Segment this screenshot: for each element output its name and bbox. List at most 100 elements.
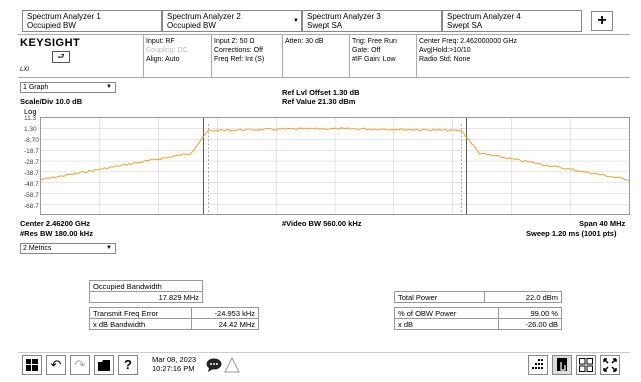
input-settings[interactable]: Input: RF Coupling: DC Align: Auto xyxy=(146,37,188,64)
res-bw-label: #Res BW 180.00 kHz xyxy=(20,229,93,238)
span-label: Span 40 MHz xyxy=(579,219,626,228)
tab-spectrum-analyzer-2[interactable]: Spectrum Analyzer 2 Occupied BW ▼ xyxy=(162,10,302,32)
radio-std-value: Radio Std: None xyxy=(419,56,471,63)
tx-freq-error-value: -24.953 kHz xyxy=(190,307,260,319)
input-value: Input: RF xyxy=(146,38,175,45)
y-tick: -48.7 xyxy=(24,181,39,188)
video-bw-label: #Video BW 560.00 kHz xyxy=(282,219,362,228)
tab-title: Spectrum Analyzer 2 xyxy=(167,12,241,21)
input-z-settings[interactable]: Input Z: 50 Ω Corrections: Off Freq Ref:… xyxy=(214,37,264,64)
return-icon[interactable]: ⮐ xyxy=(52,51,70,63)
xdb-bw-value: 24.42 MHz xyxy=(190,318,260,330)
redo-icon[interactable]: ↷ xyxy=(70,355,90,375)
fullscreen-icon[interactable] xyxy=(600,355,620,375)
tab-title: Spectrum Analyzer 4 xyxy=(447,12,521,21)
divider xyxy=(282,35,283,77)
tab-title: Spectrum Analyzer 1 xyxy=(27,12,101,21)
center-freq-value: Center Freq: 2.462000000 GHz xyxy=(419,38,518,45)
occupied-bw-value: 17.829 MHz xyxy=(89,291,203,303)
tab-mode: Occupied BW xyxy=(27,21,76,30)
scale-div-label: Scale/Div 10.0 dB xyxy=(20,97,83,106)
warning-icon[interactable] xyxy=(224,356,240,373)
divider xyxy=(349,35,350,77)
y-tick: -18.7 xyxy=(24,148,39,155)
tab-spectrum-analyzer-1[interactable]: Spectrum Analyzer 1 Occupied BW xyxy=(22,10,162,32)
folder-icon[interactable] xyxy=(94,355,114,375)
analyzer-tabs: Spectrum Analyzer 1 Occupied BW Spectrum… xyxy=(22,10,622,32)
y-tick: -28.7 xyxy=(24,159,39,166)
trigger-settings[interactable]: Trig: Free Run Gate: Off #IF Gain: Low xyxy=(352,37,397,64)
time-label: 10:27:16 PM xyxy=(152,364,195,373)
corrections-value: Corrections: Off xyxy=(214,47,263,54)
tab-spectrum-analyzer-4[interactable]: Spectrum Analyzer 4 Swept SA xyxy=(442,10,582,32)
grid-lines xyxy=(41,118,629,214)
atten-value: Atten: 30 dB xyxy=(285,38,324,45)
touch-icon[interactable] xyxy=(552,355,572,375)
freq-error-table: Transmit Freq Error -24.953 kHz x dB Ban… xyxy=(89,307,260,330)
keypad-icon[interactable] xyxy=(528,355,548,375)
undo-icon[interactable]: ↶ xyxy=(46,355,66,375)
tab-mode: Swept SA xyxy=(307,21,343,30)
tab-mode: Occupied BW xyxy=(167,21,216,30)
keysight-logo: KEYSIGHT xyxy=(20,37,81,49)
settings-bar: KEYSIGHT ⮐ LXI Input: RF Coupling: DC Al… xyxy=(18,34,630,78)
graph-view-select[interactable]: 1 Graph ▼ xyxy=(20,82,116,93)
metrics-view-label: 2 Metrics xyxy=(23,245,52,252)
y-tick: -8.70 xyxy=(24,137,39,144)
occupied-bw-label: Occupied Bandwidth xyxy=(89,280,203,292)
bottom-toolbar: ↶ ↷ ? Mar 08, 2023 10:27:16 PM xyxy=(18,352,630,377)
divider xyxy=(143,35,144,77)
y-tick: 1.30 xyxy=(24,126,37,133)
tab-title: Spectrum Analyzer 3 xyxy=(307,12,381,21)
atten-settings[interactable]: Atten: 30 dB xyxy=(285,37,324,46)
y-tick: -68.7 xyxy=(24,203,39,210)
align-value: Align: Auto xyxy=(146,56,180,63)
tab-spectrum-analyzer-3[interactable]: Spectrum Analyzer 3 Swept SA xyxy=(302,10,442,32)
tab-mode: Swept SA xyxy=(447,21,483,30)
if-gain-value: #IF Gain: Low xyxy=(352,56,396,63)
xdb-bw-label: x dB Bandwidth xyxy=(89,318,192,330)
center-freq-label: Center 2.46200 GHz xyxy=(20,219,91,228)
total-power-label: Total Power xyxy=(393,291,486,303)
ref-value-label: Ref Value 21.30 dBm xyxy=(282,97,356,106)
input-z-value: Input Z: 50 Ω xyxy=(214,38,255,45)
gate-value: Gate: Off xyxy=(352,47,381,54)
chevron-down-icon[interactable]: ▼ xyxy=(293,18,299,24)
message-icon[interactable] xyxy=(206,358,222,372)
obw-power-table: % of OBW Power 99.00 % x dB -26.00 dB xyxy=(393,307,562,330)
total-power-table: Total Power 22.0 dBm xyxy=(393,291,562,303)
xdb-value: -26.00 dB xyxy=(498,318,562,330)
windows-icon[interactable] xyxy=(22,355,42,375)
ref-offset-label: Ref Lvl Offset 1.30 dB xyxy=(282,88,360,97)
divider xyxy=(416,35,417,77)
date-label: Mar 08, 2023 xyxy=(152,355,197,364)
sweep-label: Sweep 1.20 ms (1001 pts) xyxy=(526,229,617,238)
add-tab-button[interactable]: + xyxy=(591,11,613,31)
y-tick: 11.3 xyxy=(24,115,37,122)
freq-settings[interactable]: Center Freq: 2.462000000 GHz Avg|Hold:>1… xyxy=(419,37,517,64)
freq-ref-value: Freq Ref: Int (S) xyxy=(214,56,265,63)
lxi-logo: LXI xyxy=(20,67,30,73)
y-tick: -58.7 xyxy=(24,192,39,199)
avg-hold-value: Avg|Hold:>10/10 xyxy=(419,47,471,54)
log-label: Log xyxy=(24,107,37,116)
obw-power-value: 99.00 % xyxy=(498,307,562,319)
trig-value: Trig: Free Run xyxy=(352,38,397,45)
spectrum-trace xyxy=(41,127,629,181)
chevron-down-icon: ▼ xyxy=(106,245,112,251)
total-power-value: 22.0 dBm xyxy=(484,291,562,303)
help-icon[interactable]: ? xyxy=(118,355,138,375)
metrics-view-select[interactable]: 2 Metrics ▼ xyxy=(20,243,116,254)
chevron-down-icon: ▼ xyxy=(106,84,112,90)
divider xyxy=(211,35,212,77)
occupied-bw-table: Occupied Bandwidth 17.829 MHz xyxy=(89,280,203,303)
graph-view-label: 1 Graph xyxy=(23,84,49,91)
xdb-label: x dB xyxy=(393,318,500,330)
coupling-value: Coupling: DC xyxy=(146,47,188,54)
tx-freq-error-label: Transmit Freq Error xyxy=(89,307,192,319)
layout-grid-icon[interactable] xyxy=(576,355,596,375)
obw-power-label: % of OBW Power xyxy=(393,307,500,319)
y-tick: -38.7 xyxy=(24,170,39,177)
spectrum-plot[interactable] xyxy=(40,117,630,215)
